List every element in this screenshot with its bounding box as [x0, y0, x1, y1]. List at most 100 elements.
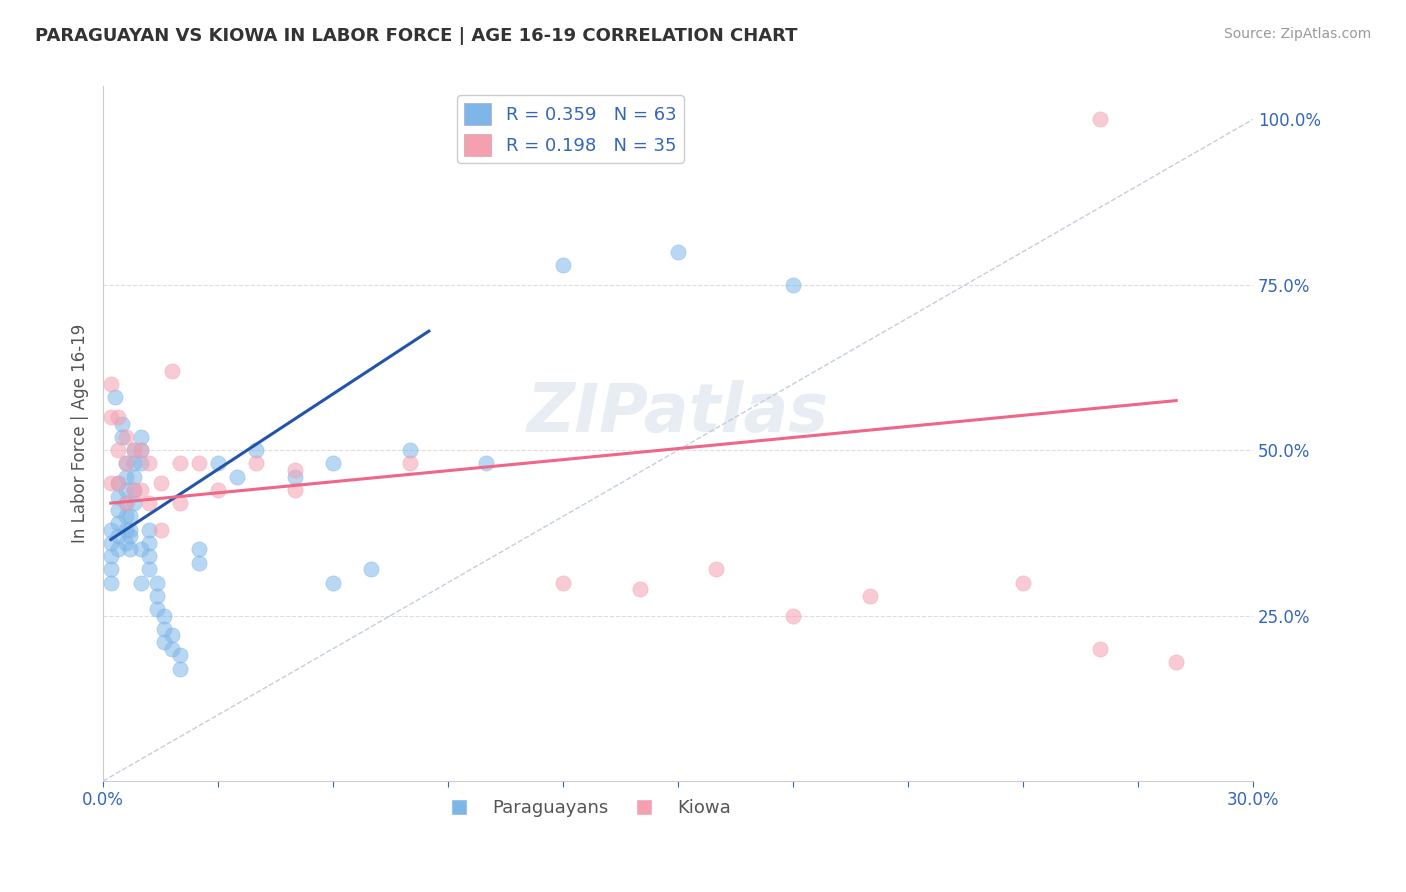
Point	[115, 457, 138, 471]
Point	[138, 496, 160, 510]
Point	[153, 622, 176, 636]
Point	[149, 476, 172, 491]
Point	[118, 523, 141, 537]
Point	[284, 463, 307, 477]
Text: Source: ZipAtlas.com: Source: ZipAtlas.com	[1223, 27, 1371, 41]
Point	[551, 258, 574, 272]
Point	[245, 457, 267, 471]
Point	[207, 457, 229, 471]
Point	[118, 529, 141, 543]
Point	[284, 469, 307, 483]
Point	[782, 608, 804, 623]
Point	[138, 523, 160, 537]
Point	[169, 496, 191, 510]
Point	[187, 556, 209, 570]
Point	[107, 516, 129, 530]
Point	[153, 635, 176, 649]
Point	[115, 509, 138, 524]
Point	[104, 390, 127, 404]
Point	[100, 377, 122, 392]
Point	[187, 457, 209, 471]
Point	[1088, 112, 1111, 127]
Point	[322, 575, 344, 590]
Point	[704, 562, 727, 576]
Point	[115, 496, 138, 510]
Text: PARAGUAYAN VS KIOWA IN LABOR FORCE | AGE 16-19 CORRELATION CHART: PARAGUAYAN VS KIOWA IN LABOR FORCE | AGE…	[35, 27, 797, 45]
Point	[107, 443, 129, 458]
Y-axis label: In Labor Force | Age 16-19: In Labor Force | Age 16-19	[72, 324, 89, 543]
Point	[107, 476, 129, 491]
Point	[122, 443, 145, 458]
Point	[115, 496, 138, 510]
Point	[100, 476, 122, 491]
Point	[245, 443, 267, 458]
Point	[100, 410, 122, 425]
Point	[138, 536, 160, 550]
Point	[149, 523, 172, 537]
Point	[122, 457, 145, 471]
Point	[131, 575, 153, 590]
Point	[666, 244, 689, 259]
Point	[115, 536, 138, 550]
Legend: Paraguayans, Kiowa: Paraguayans, Kiowa	[434, 791, 738, 824]
Point	[782, 277, 804, 292]
Point	[107, 502, 129, 516]
Point	[115, 457, 138, 471]
Point	[146, 589, 169, 603]
Point	[111, 417, 134, 431]
Point	[1012, 575, 1035, 590]
Point	[187, 542, 209, 557]
Point	[131, 443, 153, 458]
Point	[628, 582, 651, 596]
Point	[160, 628, 183, 642]
Point	[131, 483, 153, 497]
Point	[131, 430, 153, 444]
Point	[169, 648, 191, 663]
Point	[107, 529, 129, 543]
Point	[115, 469, 138, 483]
Point	[1166, 655, 1188, 669]
Point	[475, 457, 498, 471]
Point	[122, 483, 145, 497]
Point	[115, 483, 138, 497]
Point	[111, 430, 134, 444]
Point	[153, 608, 176, 623]
Point	[169, 661, 191, 675]
Point	[122, 483, 145, 497]
Point	[115, 430, 138, 444]
Point	[122, 443, 145, 458]
Point	[858, 589, 880, 603]
Point	[107, 410, 129, 425]
Point	[100, 536, 122, 550]
Point	[118, 509, 141, 524]
Point	[360, 562, 382, 576]
Point	[138, 549, 160, 563]
Text: ZIPatlas: ZIPatlas	[527, 380, 830, 446]
Point	[138, 562, 160, 576]
Point	[100, 523, 122, 537]
Point	[226, 469, 249, 483]
Point	[138, 457, 160, 471]
Point	[207, 483, 229, 497]
Point	[100, 549, 122, 563]
Point	[100, 562, 122, 576]
Point	[131, 542, 153, 557]
Point	[107, 542, 129, 557]
Point	[551, 575, 574, 590]
Point	[146, 575, 169, 590]
Point	[1088, 641, 1111, 656]
Point	[118, 542, 141, 557]
Point	[122, 469, 145, 483]
Point	[284, 483, 307, 497]
Point	[122, 496, 145, 510]
Point	[169, 457, 191, 471]
Point	[146, 602, 169, 616]
Point	[131, 443, 153, 458]
Point	[107, 476, 129, 491]
Point	[322, 457, 344, 471]
Point	[160, 364, 183, 378]
Point	[100, 575, 122, 590]
Point	[115, 523, 138, 537]
Point	[107, 490, 129, 504]
Point	[398, 457, 420, 471]
